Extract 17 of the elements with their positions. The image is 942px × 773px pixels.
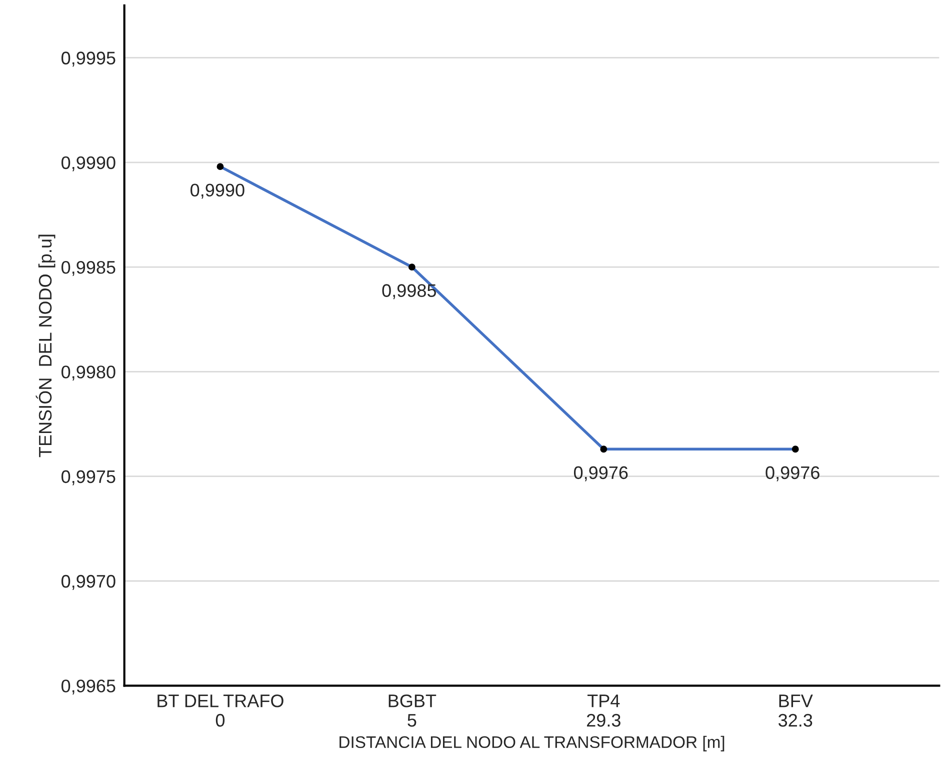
y-tick-label: 0,9965 — [61, 680, 116, 695]
x-axis-title: DISTANCIA DEL NODO AL TRANSFORMADOR [m] — [340, 736, 724, 752]
y-tick-label: 0,9995 — [61, 52, 116, 67]
data-label: 0,9985 — [382, 284, 436, 300]
x-tick-label: BGBT 5 — [388, 694, 436, 727]
y-tick-label: 0,9975 — [61, 470, 116, 486]
data-label: 0,9976 — [766, 466, 820, 482]
x-tick-label: TP4 29.3 — [586, 694, 620, 727]
y-tick-label: 0,9985 — [61, 260, 116, 276]
y-tick-label: 0,9970 — [61, 574, 116, 590]
y-tick-label: 0,9980 — [61, 366, 116, 381]
x-tick-label: BFV 32.3 — [778, 694, 813, 727]
data-label: 0,9976 — [574, 466, 628, 482]
y-axis-title: TENSIÓN DEL NODO [p.u] — [36, 234, 56, 458]
y-tick-label: 0,9990 — [61, 156, 116, 172]
data-label: 0,9990 — [190, 184, 244, 199]
x-tick-label: BT DEL TRAFO 0 — [158, 694, 284, 727]
